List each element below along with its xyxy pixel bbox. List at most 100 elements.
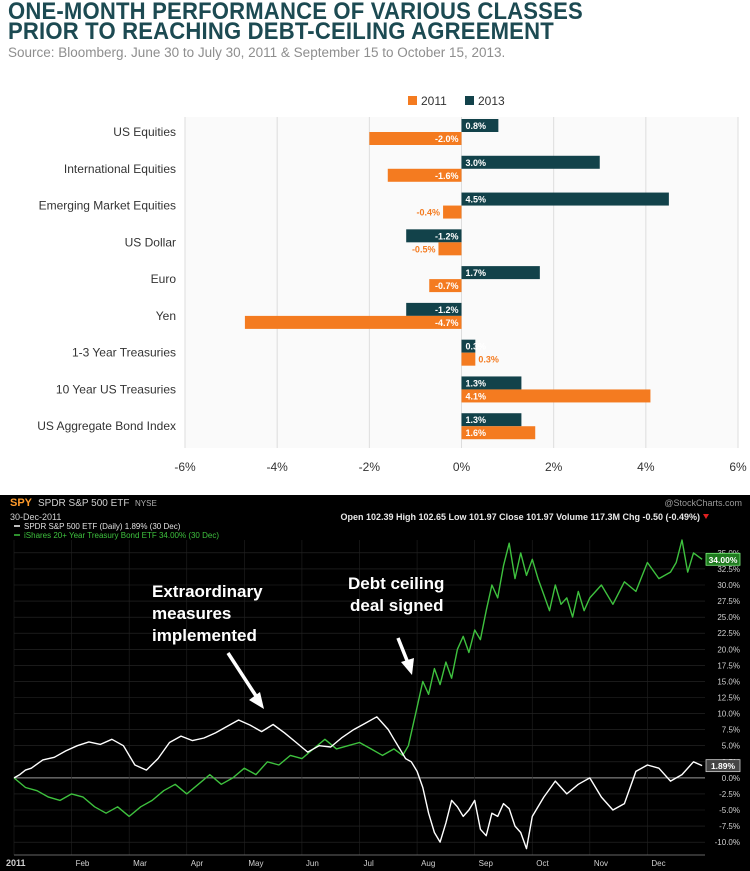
ohlc-readout: Open 102.39 High 102.65 Low 101.97 Close…: [341, 512, 701, 522]
x-tick-label: Sep: [479, 859, 494, 868]
bar-2013: [461, 376, 522, 390]
data-label-2011: -0.5%: [412, 244, 436, 254]
bar-2013: [406, 302, 462, 316]
down-arrow-icon: [703, 514, 709, 519]
x-tick-label: Jun: [306, 859, 319, 868]
bar-2011: [244, 315, 462, 329]
x-tick-label: Aug: [421, 859, 435, 868]
data-label-2013: 1.3%: [466, 415, 487, 425]
category-label: Yen: [156, 309, 176, 323]
x-tick-label: -2%: [359, 460, 381, 474]
data-label-2011: -1.6%: [435, 171, 459, 181]
bar-2011: [438, 242, 462, 256]
data-label-2013: 3.0%: [466, 158, 487, 168]
x-tick-label: Mar: [133, 859, 147, 868]
chart-title: ONE-MONTH PERFORMANCE OF VARIOUS CLASSES…: [8, 0, 684, 45]
legend-swatch-2013: [465, 96, 474, 105]
annotation-line: deal signed: [350, 596, 444, 615]
data-label-2011: -2.0%: [435, 134, 459, 144]
annotation-arrow: [226, 652, 260, 700]
category-label: US Dollar: [125, 235, 176, 249]
category-label: Emerging Market Equities: [39, 199, 176, 213]
data-label-2011: -0.4%: [417, 208, 441, 218]
last-value-box: [705, 759, 741, 773]
category-label: US Aggregate Bond Index: [37, 419, 176, 433]
x-tick-label: Dec: [651, 859, 665, 868]
bar-2013: [461, 339, 476, 353]
bar-2013: [461, 192, 669, 206]
y-tick-label: 25.0%: [717, 613, 740, 622]
x-tick-label: Nov: [594, 859, 608, 868]
security-name: SPDR S&P 500 ETF: [38, 498, 130, 509]
y-tick-label: 5.0%: [722, 742, 740, 751]
annotation-line: measures: [152, 604, 231, 623]
bar-2013: [406, 229, 462, 243]
last-value-tag-spy: 1.89%: [705, 759, 741, 773]
data-label-2013: -1.2%: [435, 231, 459, 241]
category-label: Euro: [151, 272, 177, 286]
x-tick-label: Feb: [76, 859, 90, 868]
y-tick-label: 17.5%: [717, 661, 740, 670]
watermark: @StockCharts.com: [664, 498, 742, 508]
arrow-head-icon: [401, 658, 414, 675]
last-value-box: [705, 552, 741, 566]
last-value-text: 1.89%: [711, 761, 736, 771]
data-label-2013: 1.7%: [466, 268, 487, 278]
legend-label-tlt: iShares 20+ Year Treasury Bond ETF 34.00…: [24, 531, 219, 540]
annotation-line: implemented: [152, 626, 257, 645]
y-tick-label: 12.5%: [717, 694, 740, 703]
annotation-extraordinary-measures: Extraordinary measures implemented: [152, 582, 264, 709]
chart-subtitle: Source: Bloomberg. June 30 to July 30, 2…: [8, 45, 506, 60]
bar-chart: -6% -4% -2% 0% 2% 4% 6% 2011 2013 US Equities 0.8%…: [37, 94, 747, 474]
last-value-tag-tlt: 34.00%: [705, 552, 741, 566]
category-label: 1-3 Year Treasuries: [72, 346, 176, 360]
arrow-head-icon: [249, 692, 264, 709]
legend-label-2011: 2011: [421, 94, 447, 108]
spy-line: [13, 716, 703, 850]
exchange-label: NYSE: [135, 499, 157, 508]
y-tick-label: -7.5%: [719, 822, 740, 831]
legend-swatch-2011: [408, 96, 417, 105]
y-tick-label: 15.0%: [717, 677, 740, 686]
annotation-debt-ceiling: Debt ceiling deal signed: [348, 574, 444, 675]
data-label-2013: 0.8%: [466, 121, 487, 131]
x-tick-label: 6%: [729, 460, 747, 474]
y-tick-label: 10.0%: [717, 710, 740, 719]
y-tick-label: -10.0%: [715, 838, 740, 847]
chart-header: SPY SPDR S&P 500 ETF NYSE @StockCharts.com 3…: [10, 497, 742, 522]
y-tick-label: 22.5%: [717, 629, 740, 638]
title-line-1: ONE-MONTH PERFORMANCE OF VARIOUS CLASSES: [8, 0, 583, 25]
x-tick-label: 2%: [545, 460, 563, 474]
bar-2011: [461, 352, 476, 366]
x-tick-label: -6%: [174, 460, 196, 474]
x-tick-label: -4%: [266, 460, 288, 474]
bar-2011: [461, 426, 536, 440]
data-label-2011: 1.6%: [466, 428, 487, 438]
data-label-2011: -4.7%: [435, 318, 459, 328]
x-tick-label: Apr: [191, 859, 204, 868]
data-label-2013: 0.3%: [466, 342, 487, 352]
legend-label-spy: SPDR S&P 500 ETF (Daily) 1.89% (30 Dec): [24, 522, 181, 531]
bar-2011: [369, 132, 462, 145]
x-tick-label: 4%: [637, 460, 655, 474]
line-chart: SPY SPDR S&P 500 ETF NYSE @StockCharts.com 3…: [0, 495, 750, 871]
data-label-2013: -1.2%: [435, 305, 459, 315]
data-label-2011: 4.1%: [466, 391, 487, 401]
x-tick-label: 2011: [6, 858, 26, 868]
y-tick-label: 20.0%: [717, 645, 740, 654]
y-tick-label: 32.5%: [717, 565, 740, 574]
x-tick-label: 0%: [453, 460, 471, 474]
category-label: US Equities: [113, 125, 176, 139]
y-tick-label: 27.5%: [717, 597, 740, 606]
tlt-line: [13, 539, 703, 818]
annotation-line: Debt ceiling: [348, 574, 444, 593]
category-label: International Equities: [64, 162, 176, 176]
bar-2013: [461, 266, 540, 280]
data-label-2011: -0.7%: [435, 281, 459, 291]
bar-2013: [461, 413, 522, 427]
bar-2013: [461, 155, 600, 169]
annotation-arrow: [396, 637, 410, 664]
bar-2011: [461, 389, 651, 403]
data-label-2013: 4.5%: [466, 195, 487, 205]
title-line-2: PRIOR TO REACHING DEBT-CEILING AGREEMENT: [8, 18, 554, 45]
